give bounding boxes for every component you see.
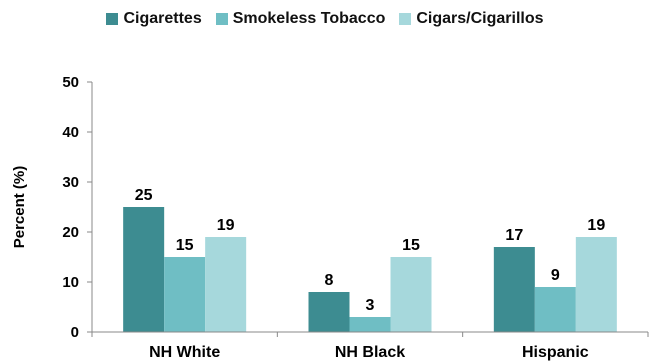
bar-cigarettes-hispanic — [493, 247, 535, 332]
x-tick-label-hispanic: Hispanic — [522, 344, 589, 361]
data-label-cigars-cigarillos-hispanic: 19 — [587, 217, 605, 234]
x-axis: NH White NH Black Hispanic — [91, 331, 649, 361]
y-tick-label: 50 — [62, 74, 79, 91]
bar-cigars-cigarillos-hispanic — [575, 237, 617, 332]
legend-item-smokeless-tobacco: Smokeless Tobacco — [215, 10, 386, 28]
data-label-cigarettes-hispanic: 17 — [505, 227, 523, 244]
data-label-smokeless-tobacco-nh-black: 3 — [366, 297, 375, 314]
chart-legend: Cigarettes Smokeless Tobacco Cigars/Ciga… — [0, 6, 650, 32]
legend-label-cigars-cigarillos: Cigars/Cigarillos — [416, 10, 544, 27]
bar-cigars-cigarillos-nh-white — [205, 237, 247, 332]
bar-smokeless-tobacco-nh-black — [349, 317, 391, 332]
legend-item-cigarettes: Cigarettes — [106, 10, 202, 28]
bar-cigarettes-nh-white — [123, 207, 165, 332]
data-labels: 25 15 19 8 3 15 17 9 19 — [135, 187, 606, 314]
legend-label-smokeless-tobacco: Smokeless Tobacco — [232, 10, 386, 27]
bar-cigarettes-nh-black — [308, 292, 350, 332]
legend-item-cigars-cigarillos: Cigars/Cigarillos — [399, 10, 544, 28]
y-tick-label: 30 — [62, 174, 79, 191]
bar-smokeless-tobacco-hispanic — [534, 287, 576, 332]
data-label-cigars-cigarillos-nh-black: 15 — [402, 237, 420, 254]
legend-swatch-cigars-cigarillos — [399, 13, 412, 25]
y-tick-label: 20 — [62, 224, 79, 241]
bars — [123, 207, 617, 332]
legend-swatch-cigarettes — [106, 13, 119, 25]
y-axis-label: Percent (%) — [11, 166, 28, 249]
bar-cigars-cigarillos-nh-black — [390, 257, 432, 332]
y-tick-label: 0 — [71, 324, 79, 341]
y-axis: 0 10 20 30 40 50 — [62, 74, 93, 341]
x-tick-label-nh-white: NH White — [149, 344, 220, 361]
legend-label-cigarettes: Cigarettes — [123, 10, 202, 27]
y-tick-label: 10 — [62, 274, 79, 291]
data-label-cigars-cigarillos-nh-white: 19 — [217, 217, 235, 234]
legend-swatch-smokeless-tobacco — [215, 13, 228, 25]
bar-smokeless-tobacco-nh-white — [164, 257, 206, 332]
y-tick-label: 40 — [62, 124, 79, 141]
x-tick-label-nh-black: NH Black — [335, 344, 405, 361]
data-label-smokeless-tobacco-hispanic: 9 — [551, 267, 560, 284]
data-label-smokeless-tobacco-nh-white: 15 — [176, 237, 194, 254]
data-label-cigarettes-nh-white: 25 — [135, 187, 153, 204]
data-label-cigarettes-nh-black: 8 — [325, 272, 334, 289]
